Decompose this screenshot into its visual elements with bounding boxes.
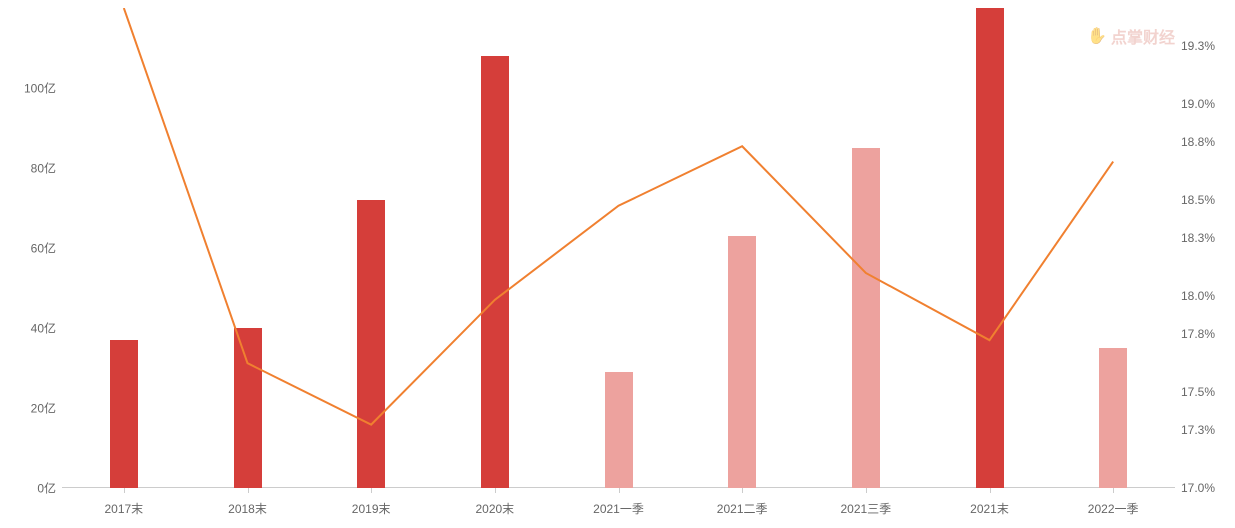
y-left-tick-label: 20亿 [0, 400, 62, 417]
y-right-tick-label: 17.0% [1181, 481, 1215, 495]
y-right-tick-label: 19.3% [1181, 39, 1215, 53]
plot-area [62, 8, 1175, 488]
x-tick [866, 488, 867, 493]
y-right-tick-label: 17.8% [1181, 327, 1215, 341]
x-category-label: 2021二季 [717, 500, 768, 517]
y-left-tick-label: 40亿 [0, 320, 62, 337]
y-axis-left: 0亿 20亿 40亿 60亿 80亿 100亿 [0, 0, 62, 528]
y-left-tick-label: 60亿 [0, 240, 62, 257]
y-right-tick-label: 17.3% [1181, 423, 1215, 437]
y-right-tick-label: 18.0% [1181, 289, 1215, 303]
x-category-label: 2020末 [475, 500, 514, 517]
x-tick [124, 488, 125, 493]
x-tick [742, 488, 743, 493]
x-category-label: 2021三季 [840, 500, 891, 517]
bar [605, 372, 633, 488]
x-tick [1113, 488, 1114, 493]
x-tick [990, 488, 991, 493]
x-category-label: 2018末 [228, 500, 267, 517]
y-right-tick-label: 19.0% [1181, 97, 1215, 111]
x-tick [371, 488, 372, 493]
bar [728, 236, 756, 488]
bar [976, 8, 1004, 488]
y-right-tick-label: 18.3% [1181, 231, 1215, 245]
x-tick [248, 488, 249, 493]
line-series [124, 8, 1113, 425]
bar [1099, 348, 1127, 488]
x-category-label: 2022一季 [1088, 500, 1139, 517]
bar [481, 56, 509, 488]
y-right-tick-label: 18.8% [1181, 135, 1215, 149]
y-right-tick-label: 18.5% [1181, 193, 1215, 207]
x-tick [495, 488, 496, 493]
bar [234, 328, 262, 488]
x-category-label: 2021一季 [593, 500, 644, 517]
x-category-label: 2021末 [970, 500, 1009, 517]
y-left-tick-label: 0亿 [0, 480, 62, 497]
bar [357, 200, 385, 488]
bar [852, 148, 880, 488]
bar [110, 340, 138, 488]
x-category-label: 2019末 [352, 500, 391, 517]
y-axis-right: 17.0% 17.3% 17.5% 17.8% 18.0% 18.3% 18.5% 18.8%… [1175, 0, 1235, 528]
x-category-label: 2017末 [104, 500, 143, 517]
y-right-tick-label: 17.5% [1181, 385, 1215, 399]
x-tick [619, 488, 620, 493]
chart-root: ✋ 点掌财经 0亿20亿40亿60亿80亿100亿17.0%17.3%17.5%… [0, 0, 1235, 528]
y-left-tick-label: 100亿 [0, 80, 62, 97]
y-left-tick-label: 80亿 [0, 160, 62, 177]
